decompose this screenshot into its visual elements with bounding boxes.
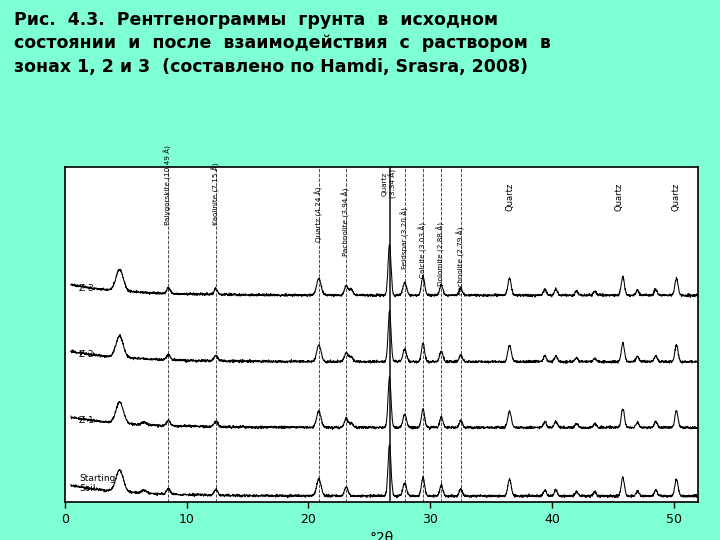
X-axis label: °2θ: °2θ [369, 531, 394, 540]
Text: Quartz: Quartz [672, 183, 681, 212]
Text: Рис.  4.3.  Рентгенограммы  грунта  в  исходном
состоянии  и  после  взаимодейст: Рис. 4.3. Рентгенограммы грунта в исходн… [14, 11, 552, 76]
Text: Z 2: Z 2 [79, 350, 94, 359]
Text: Pachnolite (2.79 Å): Pachnolite (2.79 Å) [456, 227, 465, 295]
Text: Palygorskite (10.49 Å): Palygorskite (10.49 Å) [164, 145, 173, 225]
Text: Quartz: Quartz [505, 183, 514, 212]
Text: Quartz
(3.34 Å): Quartz (3.34 Å) [382, 169, 397, 198]
Text: Z 3: Z 3 [79, 284, 94, 293]
Text: Calcite (3.03 Å): Calcite (3.03 Å) [419, 221, 427, 278]
Text: Z 1: Z 1 [79, 416, 94, 425]
Text: Quartz: Quartz [615, 183, 624, 212]
Text: Pachnolite (3.94 Å): Pachnolite (3.94 Å) [342, 187, 351, 255]
Text: Feldspar (3.20 Å): Feldspar (3.20 Å) [400, 207, 409, 269]
Text: Quartz (4.24 Å): Quartz (4.24 Å) [315, 187, 323, 242]
Text: Kaolinite (7.15 Å): Kaolinite (7.15 Å) [212, 162, 220, 225]
Text: Dolomite (2.88 Å): Dolomite (2.88 Å) [437, 222, 446, 286]
Text: Starting
Soil: Starting Soil [79, 474, 116, 494]
